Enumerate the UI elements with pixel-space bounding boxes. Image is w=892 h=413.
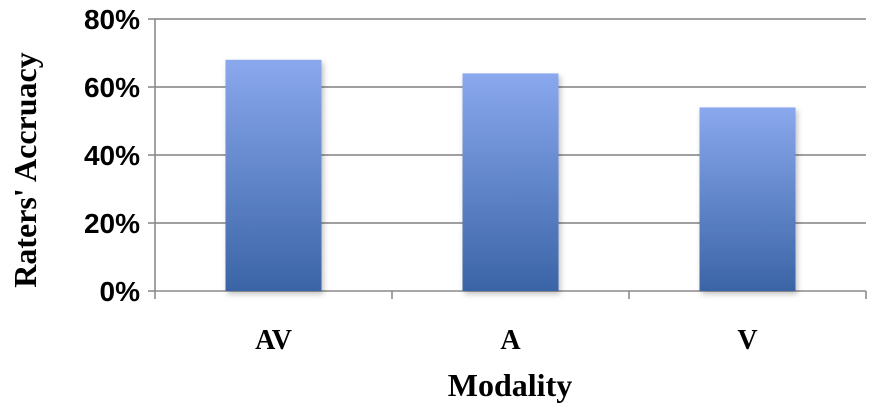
y-axis-title: Raters' Accruacy	[7, 52, 43, 287]
x-axis-title: Modality	[448, 367, 572, 403]
bar-a	[462, 73, 559, 292]
y-tick-labels: 0% 20% 40% 60% 80%	[84, 4, 140, 307]
x-tick-label-v: V	[737, 325, 757, 356]
x-tick-labels: AV A V	[255, 325, 758, 356]
y-tick-label: 20%	[84, 208, 140, 239]
bar-v	[699, 107, 796, 292]
bar-av	[225, 59, 322, 291]
y-tick-label: 80%	[84, 4, 140, 35]
x-tick-label-a: A	[500, 325, 521, 356]
y-tick-label: 40%	[84, 140, 140, 171]
x-tick-label-av: AV	[255, 325, 292, 356]
y-tick-label: 60%	[84, 72, 140, 103]
bars	[225, 59, 796, 292]
y-tick-label: 0%	[100, 276, 141, 307]
